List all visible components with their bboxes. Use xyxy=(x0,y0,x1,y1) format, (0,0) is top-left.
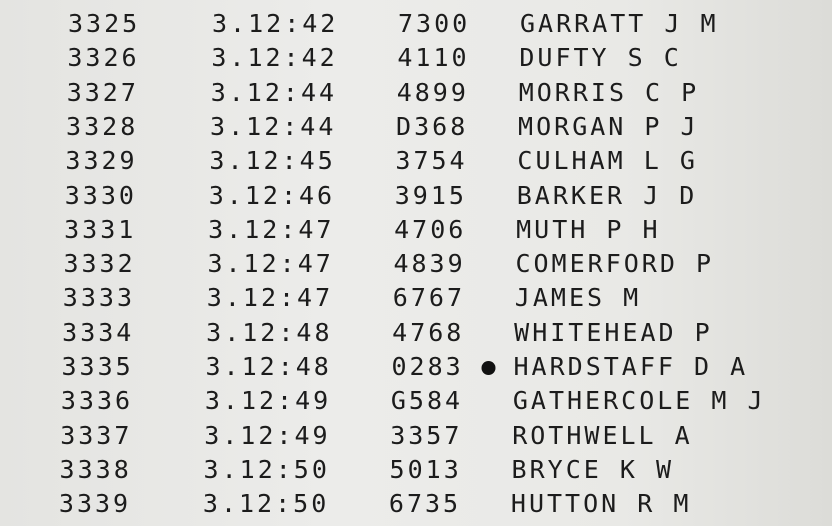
time-cell: 3.12:50 xyxy=(202,489,330,519)
time-cell: 3.12:49 xyxy=(204,420,331,450)
name-cell: GATHERCOLE M J xyxy=(512,386,766,416)
result-row: 3337 3.12:49 3357 ROTHWELL A xyxy=(0,419,824,453)
number-cell: G584 xyxy=(390,386,464,416)
number-cell: 5013 xyxy=(389,454,462,484)
bullet-marker-icon xyxy=(481,361,496,375)
time-cell: 3.12:49 xyxy=(204,386,332,416)
position-cell: 3333 xyxy=(62,283,136,313)
position-cell: 3331 xyxy=(64,214,137,244)
time-cell: 3.12:45 xyxy=(209,146,336,176)
name-cell: MORRIS C P xyxy=(518,77,700,107)
time-cell: 3.12:48 xyxy=(206,317,333,347)
name-cell: JAMES M xyxy=(514,283,642,313)
time-cell: 3.12:44 xyxy=(210,111,337,141)
name-cell: GARRATT J M xyxy=(520,9,719,38)
number-cell: 7300 xyxy=(398,9,471,38)
time-cell: 3.12:44 xyxy=(210,77,338,107)
name-cell: WHITEHEAD P xyxy=(514,317,713,347)
time-cell: 3.12:42 xyxy=(211,43,338,73)
result-row: 3335 3.12:48 0283 HARDSTAFF D A xyxy=(0,350,826,384)
name-cell: COMERFORD P xyxy=(515,249,715,279)
result-row: 3334 3.12:48 4768 WHITEHEAD P xyxy=(0,316,826,350)
number-cell: 3915 xyxy=(394,180,467,210)
position-cell: 3332 xyxy=(63,249,136,279)
position-cell: 3339 xyxy=(58,489,132,519)
position-cell: 3327 xyxy=(66,77,139,107)
position-cell: 3329 xyxy=(65,146,138,176)
time-cell: 3.12:47 xyxy=(207,249,334,279)
number-cell: 3754 xyxy=(395,146,468,176)
position-cell: 3330 xyxy=(64,180,137,210)
position-cell: 3337 xyxy=(60,420,133,450)
number-cell: 4899 xyxy=(396,77,469,107)
number-cell: 0283 xyxy=(391,352,464,381)
number-cell: D368 xyxy=(396,111,469,141)
name-cell: MUTH P H xyxy=(516,214,661,244)
position-cell: 3338 xyxy=(59,454,132,484)
name-cell: MORGAN P J xyxy=(518,111,699,141)
name-cell: DUFTY S C xyxy=(519,43,682,73)
position-cell: 3326 xyxy=(67,43,140,73)
number-cell: 4110 xyxy=(397,43,470,73)
name-cell: CULHAM L G xyxy=(517,146,698,176)
name-cell: BARKER J D xyxy=(516,180,698,210)
position-cell: 3334 xyxy=(62,317,135,347)
number-cell: 6767 xyxy=(392,283,466,313)
name-cell: ROTHWELL A xyxy=(512,420,693,450)
time-cell: 3.12:48 xyxy=(205,352,332,381)
number-cell: 4706 xyxy=(394,214,467,244)
name-cell: BRYCE K W xyxy=(511,454,675,484)
position-cell: 3335 xyxy=(61,352,134,381)
result-row: 3328 3.12:44 D368 MORGAN P J xyxy=(0,110,830,144)
result-row: 3336 3.12:49 G584 GATHERCOLE M J xyxy=(0,384,825,418)
result-row: 3327 3.12:44 4899 MORRIS C P xyxy=(0,76,831,110)
name-cell: HUTTON R M xyxy=(510,489,692,519)
result-row: 3333 3.12:47 6767 JAMES M xyxy=(0,281,827,315)
time-cell: 3.12:46 xyxy=(208,180,336,210)
result-row: 3329 3.12:45 3754 CULHAM L G xyxy=(0,144,829,178)
number-cell: 4768 xyxy=(392,317,465,347)
result-row: 3325 3.12:42 7300 GARRATT J M xyxy=(0,7,832,41)
time-cell: 3.12:42 xyxy=(212,9,339,38)
result-row: 3326 3.12:42 4110 DUFTY S C xyxy=(0,41,831,75)
number-cell: 6735 xyxy=(388,489,462,519)
time-cell: 3.12:47 xyxy=(208,214,335,244)
name-cell: HARDSTAFF D A xyxy=(513,352,749,381)
number-cell: 3357 xyxy=(390,420,463,450)
position-cell: 3336 xyxy=(60,386,134,416)
result-row: 3332 3.12:47 4839 COMERFORD P xyxy=(0,247,827,281)
position-cell: 3328 xyxy=(66,111,139,141)
time-cell: 3.12:50 xyxy=(203,454,330,484)
time-cell: 3.12:47 xyxy=(206,283,334,313)
result-row: 3339 3.12:50 6735 HUTTON R M xyxy=(0,487,823,521)
position-cell: 3325 xyxy=(68,9,141,38)
result-row: 3330 3.12:46 3915 BARKER J D xyxy=(0,179,829,213)
result-row: 3331 3.12:47 4706 MUTH P H xyxy=(0,213,828,247)
number-cell: 4839 xyxy=(393,249,466,279)
result-row: 3338 3.12:50 5013 BRYCE K W xyxy=(0,453,824,487)
